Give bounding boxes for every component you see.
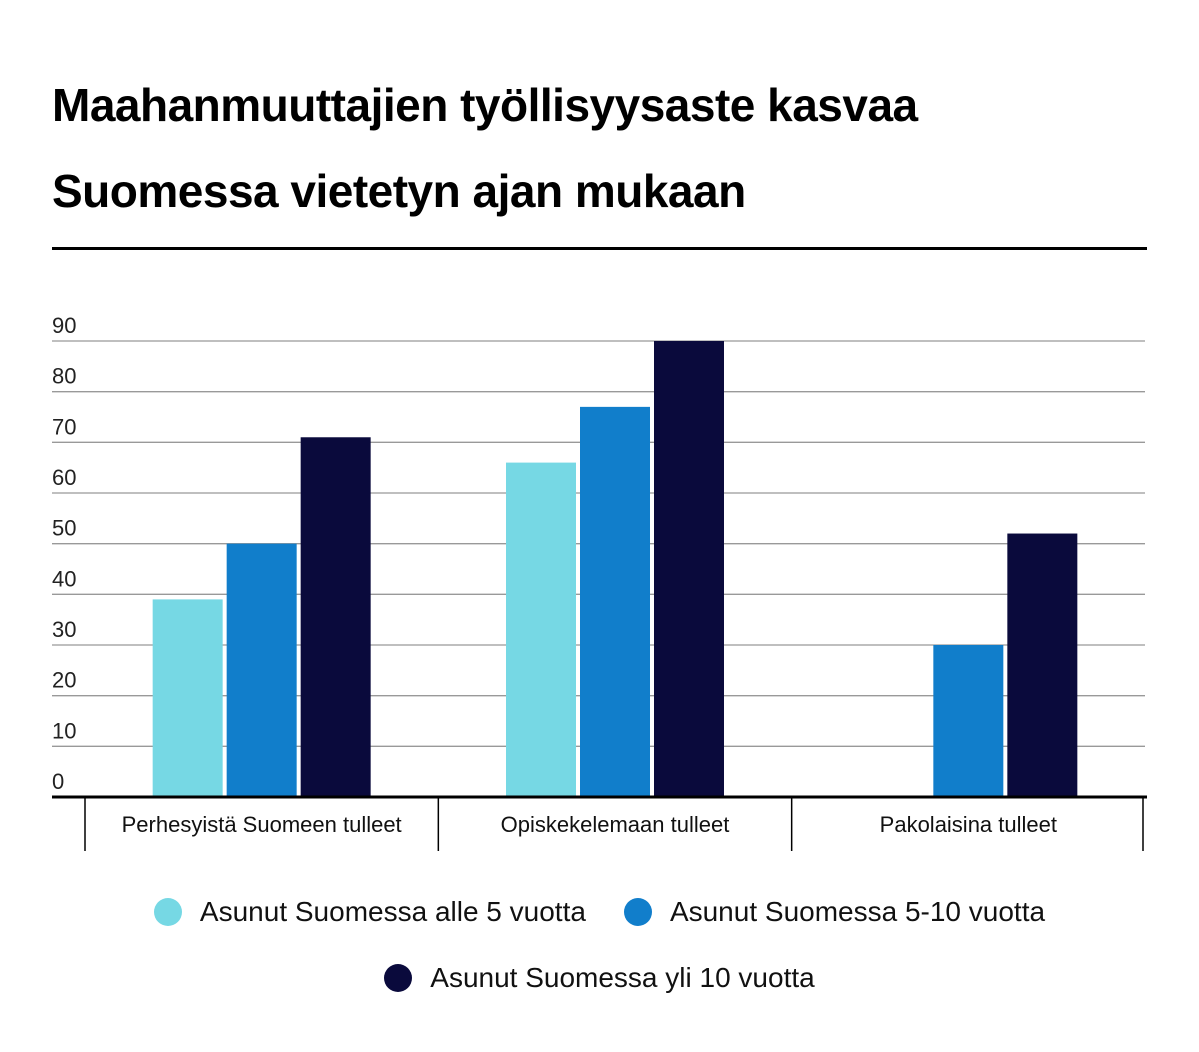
chart-title-line2: Suomessa vietetyn ajan mukaan [52,165,746,217]
bar-2-1 [506,462,576,797]
bar-1-3 [300,437,371,797]
y-tick-label: 80 [52,364,76,389]
x-category-label: Pakolaisina tulleet [880,812,1057,837]
y-tick-label: 0 [52,769,64,794]
y-tick-label: 70 [52,414,76,439]
y-tick-label: 40 [52,566,76,591]
y-axis-ticks: 0 10 20 30 40 50 60 70 80 90 [52,313,76,794]
bar-3-2 [933,645,1004,797]
legend-label-yli-10: Asunut Suomessa yli 10 vuotta [430,962,815,993]
bars [152,341,1078,797]
bar-1-2 [226,543,297,797]
legend-label-5-10: Asunut Suomessa 5-10 vuotta [669,896,1046,927]
bar-2-3 [654,341,724,797]
y-tick-label: 10 [52,718,76,743]
y-tick-label: 30 [52,617,76,642]
legend-item-alle-5: Asunut Suomessa alle 5 vuotta [153,896,586,928]
legend-swatch-yli-10 [384,964,413,992]
legend-swatch-alle-5 [153,898,182,926]
chart-title-line1: Maahanmuuttajien työllisyysaste kasvaa [52,79,918,131]
legend-item-yli-10: Asunut Suomessa yli 10 vuotta [384,962,815,994]
legend-row-2: Asunut Suomessa yli 10 vuotta [0,962,1199,994]
bar-2-2 [580,406,650,797]
x-axis-categories: Perhesyistä Suomeen tulleet Opiskekelemaa… [122,812,1057,837]
y-tick-label: 50 [52,516,76,541]
legend-label-alle-5: Asunut Suomessa alle 5 vuotta [199,896,586,927]
bar-3-3 [1007,533,1078,797]
legend-swatch-5-10 [623,898,652,926]
legend-item-5-10: Asunut Suomessa 5-10 vuotta [623,896,1046,928]
chart-title: Maahanmuuttajien työllisyysaste kasvaa S… [52,62,1152,234]
y-tick-label: 60 [52,465,76,490]
legend-row-1: Asunut Suomessa alle 5 vuotta Asunut Suo… [0,896,1199,928]
x-category-label: Opiskekelemaan tulleet [501,812,730,837]
x-axis [52,795,1147,851]
y-tick-label: 20 [52,668,76,693]
y-tick-label: 90 [52,313,76,338]
bar-1-1 [152,599,223,797]
title-divider [52,247,1147,250]
x-category-label: Perhesyistä Suomeen tulleet [122,812,402,837]
